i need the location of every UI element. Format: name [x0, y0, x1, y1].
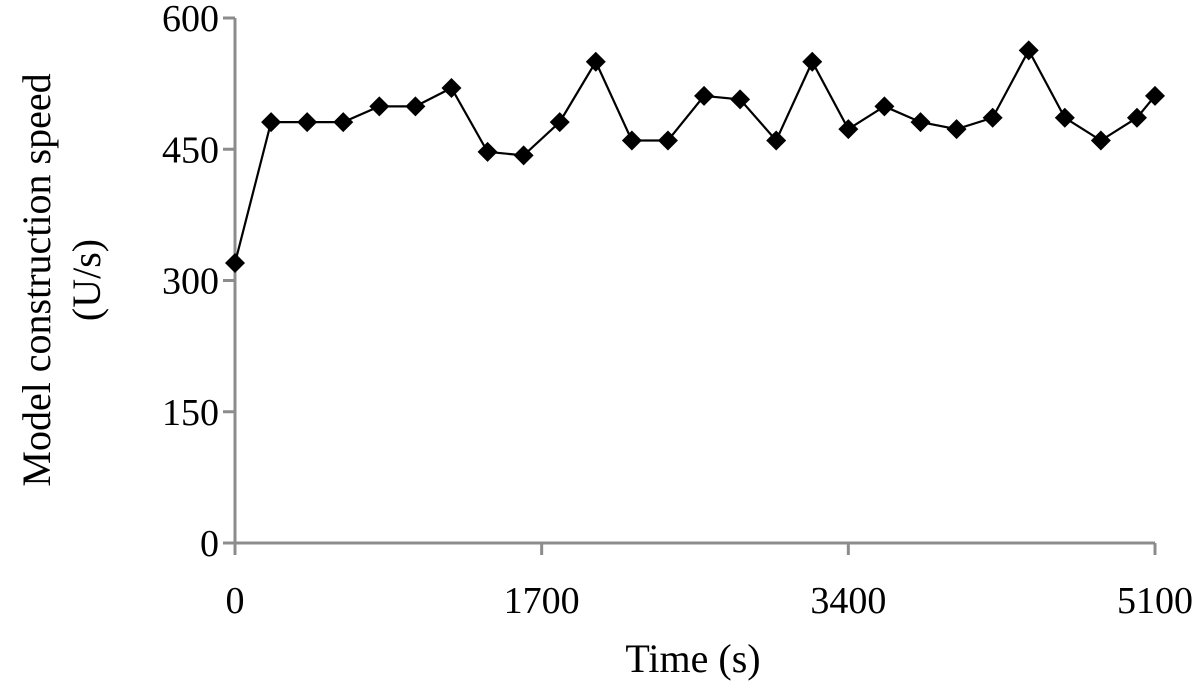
x-axis-title: Time (s): [625, 636, 760, 681]
x-tick-label: 0: [226, 580, 245, 622]
data-point-marker: [549, 112, 570, 133]
y-tick-label: 450: [162, 129, 219, 171]
y-tick-label: 150: [162, 392, 219, 434]
data-point-marker: [333, 112, 354, 133]
data-point-marker: [874, 96, 895, 117]
data-point-marker: [297, 112, 318, 133]
data-point-marker: [802, 51, 823, 72]
data-point-marker: [369, 96, 390, 117]
x-tick-label: 1700: [504, 580, 580, 622]
y-axis-title-group: Model construction speed: [14, 73, 59, 486]
series-group: [225, 40, 1165, 273]
data-point-marker: [1090, 130, 1111, 151]
data-point-marker: [405, 96, 426, 117]
y-axis-title-line-1: Model construction speed: [14, 73, 59, 486]
x-tick-label: 5100: [1117, 580, 1193, 622]
y-tick-label: 300: [162, 261, 219, 303]
y-tick-label: 0: [200, 523, 219, 565]
data-point-marker: [730, 89, 751, 110]
y-ticks: 0 150 300 450 600: [162, 0, 235, 565]
data-point-marker: [766, 130, 787, 151]
data-point-marker: [946, 119, 967, 140]
data-point-marker: [261, 112, 282, 133]
data-point-marker: [621, 130, 642, 151]
data-point-marker: [910, 112, 931, 133]
data-point-marker: [585, 51, 606, 72]
x-tick-label: 3400: [810, 580, 886, 622]
data-point-marker: [441, 78, 462, 98]
y-tick-label: 600: [162, 0, 219, 40]
y-axis-title-line-2: (U/s): [64, 239, 109, 321]
y-axis-title-group-2: (U/s): [64, 239, 109, 321]
data-point-marker: [838, 119, 859, 140]
data-point-marker: [1018, 40, 1039, 61]
data-point-marker: [1145, 85, 1165, 106]
data-point-marker: [225, 253, 245, 273]
data-point-marker: [513, 145, 534, 166]
data-point-marker: [1126, 107, 1147, 128]
data-point-marker: [657, 130, 678, 151]
data-point-marker: [1054, 107, 1075, 128]
data-point-marker: [477, 141, 498, 162]
data-point-marker: [694, 85, 715, 106]
series-line: [233, 48, 1156, 264]
data-point-marker: [982, 107, 1003, 128]
x-ticks: 0 1700 3400 5100: [226, 543, 1193, 622]
